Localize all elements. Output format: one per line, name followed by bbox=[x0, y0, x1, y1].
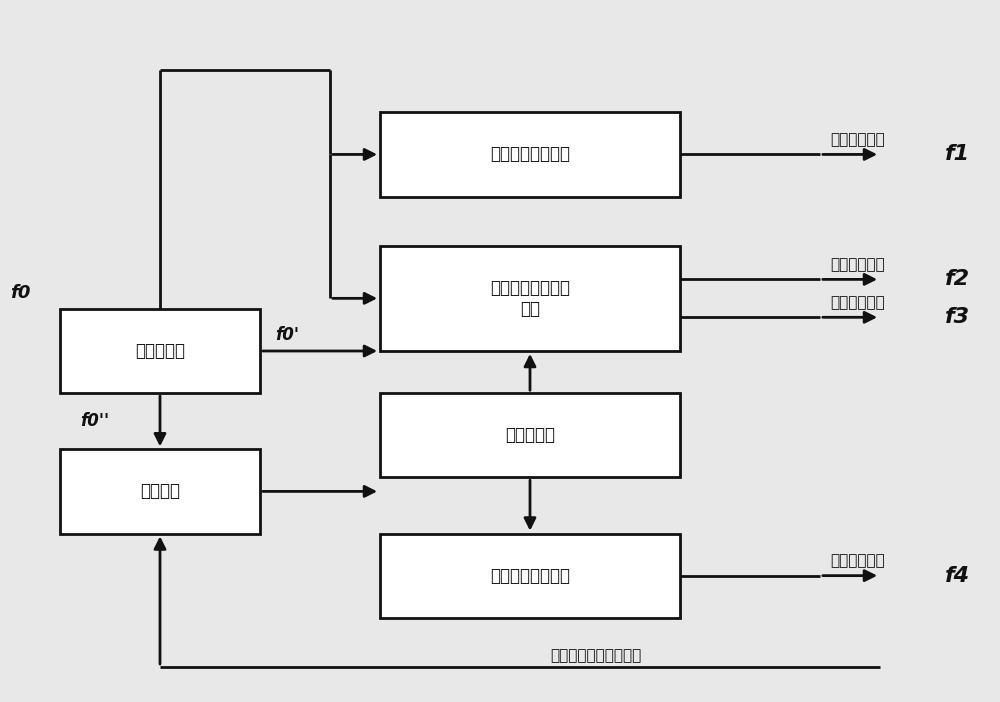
Text: 本振信号生成单元: 本振信号生成单元 bbox=[490, 567, 570, 585]
Text: 激励校正信号生成
单元: 激励校正信号生成 单元 bbox=[490, 279, 570, 318]
Text: f3: f3 bbox=[945, 307, 970, 327]
Text: f0: f0 bbox=[10, 284, 30, 302]
Text: f1: f1 bbox=[945, 145, 970, 164]
Text: f0': f0' bbox=[275, 326, 299, 344]
Bar bbox=[380, 246, 680, 351]
Text: f0'': f0'' bbox=[80, 412, 109, 430]
Text: 驱动源单元: 驱动源单元 bbox=[505, 426, 555, 444]
Bar bbox=[380, 393, 680, 477]
Text: 时钟源单元: 时钟源单元 bbox=[135, 342, 185, 360]
Text: 基准信号生成单元: 基准信号生成单元 bbox=[490, 145, 570, 164]
Text: 控制、时序、告警信号: 控制、时序、告警信号 bbox=[550, 649, 641, 663]
Bar bbox=[380, 112, 680, 197]
Text: f4: f4 bbox=[945, 566, 970, 585]
Text: 接收本振信号: 接收本振信号 bbox=[830, 554, 885, 569]
Text: 发射激励信号: 发射激励信号 bbox=[830, 258, 885, 272]
Text: 控制单元: 控制单元 bbox=[140, 482, 180, 501]
Bar bbox=[60, 309, 260, 393]
Text: f2: f2 bbox=[945, 270, 970, 289]
Bar bbox=[60, 449, 260, 534]
Text: 系统校正信号: 系统校正信号 bbox=[830, 296, 885, 310]
Bar bbox=[380, 534, 680, 618]
Text: 相参基准信号: 相参基准信号 bbox=[830, 133, 885, 147]
